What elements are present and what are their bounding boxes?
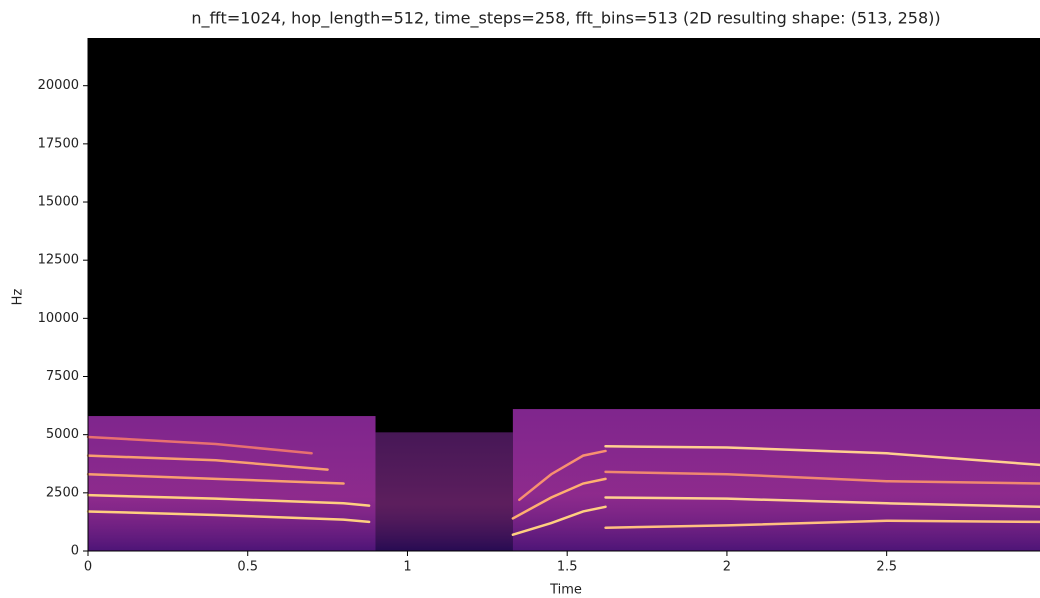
harmonic — [86, 472, 345, 485]
y-axis-label: Hz — [11, 289, 26, 306]
y-tick-label: 2500 — [46, 485, 79, 500]
harmonic — [604, 496, 1040, 509]
harmonic — [86, 454, 329, 471]
x-tick-label: 0 — [84, 560, 92, 575]
harmonic — [86, 493, 371, 507]
x-axis-label: Time — [549, 583, 582, 598]
x-tick-label: 0.5 — [237, 560, 258, 575]
y-tick-label: 7500 — [46, 369, 79, 384]
y-tick-label: 10000 — [38, 311, 79, 326]
x-tick-label: 2.5 — [876, 560, 897, 575]
chart-title: n_fft=1024, hop_length=512, time_steps=2… — [191, 9, 940, 29]
x-tick-label: 1 — [403, 560, 411, 575]
y-tick-label: 20000 — [38, 78, 79, 93]
harmonic — [518, 449, 607, 502]
energy-glow — [512, 409, 1040, 551]
energy-glow — [375, 432, 513, 551]
x-tick-label: 1.5 — [557, 560, 578, 575]
harmonic — [604, 445, 1040, 467]
y-tick-label: 17500 — [38, 136, 79, 151]
y-tick-label: 12500 — [38, 253, 79, 268]
harmonic — [511, 505, 607, 536]
harmonic — [86, 510, 371, 524]
y-tick-label: 5000 — [46, 427, 79, 442]
harmonic — [604, 519, 1040, 529]
harmonic — [86, 435, 313, 455]
harmonic — [604, 470, 1040, 485]
harmonic — [511, 477, 607, 520]
x-tick-label: 2 — [723, 560, 731, 575]
y-tick-label: 0 — [71, 544, 79, 559]
y-tick-label: 15000 — [38, 195, 79, 210]
